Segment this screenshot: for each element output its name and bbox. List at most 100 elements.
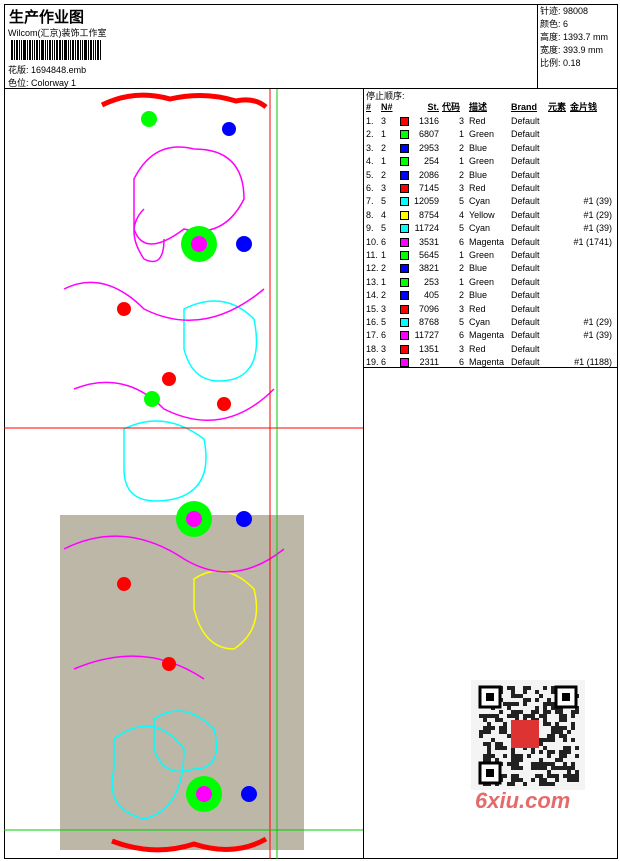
row-index: 19.	[366, 357, 379, 368]
color-swatch	[400, 237, 409, 247]
row-index: 11.	[366, 250, 378, 260]
brand: Default	[511, 303, 540, 314]
code: 3	[458, 303, 464, 314]
table-row: 2. 1 6807 1 Green Default	[364, 128, 618, 141]
colorway: 色位: Colorway 1	[8, 76, 76, 89]
stitches: 11727	[414, 330, 439, 341]
row-index: 3.	[366, 142, 374, 153]
needle: 4	[381, 209, 387, 220]
stitches: 11724	[414, 223, 439, 234]
col-header: St.	[427, 102, 439, 112]
row-index: 5.	[366, 169, 374, 180]
col-header: 金片钱	[570, 102, 598, 112]
table-row: 7. 5 12059 5 Cyan Default #1 (39)	[364, 195, 618, 208]
design-file-value: 1694848.emb	[31, 65, 87, 75]
brand: Default	[511, 343, 540, 354]
color-swatch	[400, 157, 409, 167]
sequin: #1 (39)	[583, 223, 612, 234]
needle: 5	[381, 223, 387, 234]
table-row: 4. 1 254 1 Green Default	[364, 155, 618, 168]
stitches: 2953	[418, 142, 439, 153]
description: Cyan	[469, 196, 491, 207]
barcode-bar	[32, 40, 33, 60]
needle: 5	[381, 317, 387, 327]
page-frame	[4, 4, 618, 859]
barcode-bar	[84, 40, 87, 60]
needle: 2	[381, 263, 387, 274]
barcode-bar	[19, 40, 20, 60]
barcode-bar	[36, 40, 38, 60]
brand: Default	[511, 169, 540, 180]
code: 2	[458, 142, 464, 153]
code: 3	[458, 116, 464, 126]
brand: Default	[511, 129, 540, 140]
color-swatch	[400, 224, 409, 234]
row-index: 16.	[366, 317, 379, 327]
row-index: 6.	[366, 183, 374, 193]
barcode	[11, 40, 121, 60]
table-row: 1. 3 1316 3 Red Default	[364, 115, 618, 128]
barcode-bar	[59, 40, 61, 60]
code: 1	[458, 129, 464, 140]
barcode-bar	[72, 40, 74, 60]
stitches: 2086	[418, 169, 439, 180]
stitches: 7145	[418, 183, 439, 193]
needle: 3	[381, 183, 387, 193]
needle: 6	[381, 236, 387, 247]
colorway-value: Colorway 1	[31, 78, 77, 88]
barcode-bar	[100, 40, 101, 60]
brand: Default	[511, 250, 540, 260]
brand: Default	[511, 236, 540, 247]
border-scallop-bottom	[111, 836, 268, 853]
barcode-bar	[11, 40, 13, 60]
code: 5	[458, 317, 464, 327]
needle: 6	[381, 357, 387, 368]
table-header: # N# St. 代码 描述 Brand 元素 金片钱	[364, 101, 618, 114]
code: 1	[458, 250, 464, 260]
barcode-bar	[70, 40, 71, 60]
brand: Default	[511, 290, 540, 301]
brand: Default	[511, 276, 540, 287]
needle: 6	[381, 330, 387, 341]
table-row: 13. 1 253 1 Green Default	[364, 276, 618, 289]
code: 4	[458, 209, 464, 220]
col-header: N#	[381, 102, 393, 112]
col-header: 描述	[469, 102, 488, 112]
stitches: 254	[423, 156, 439, 167]
code: 5	[458, 196, 464, 207]
table-row: 5. 2 2086 2 Blue Default	[364, 169, 618, 182]
code: 3	[458, 343, 464, 354]
description: Red	[469, 116, 486, 126]
stitches: 8754	[418, 209, 439, 220]
color-swatch	[400, 130, 409, 140]
description: Cyan	[469, 223, 491, 234]
color-swatch	[400, 117, 409, 126]
code: 6	[458, 357, 464, 368]
description: Red	[469, 303, 486, 314]
design-file-label: 花版:	[8, 65, 29, 75]
stitches: 3821	[418, 263, 439, 274]
barcode-bar	[93, 40, 94, 60]
barcode-bar	[82, 40, 83, 60]
description: Blue	[469, 263, 488, 274]
barcode-bar	[29, 40, 31, 60]
description: Red	[469, 183, 486, 193]
color-swatch	[400, 331, 409, 341]
color-swatch	[400, 358, 409, 368]
color-swatch	[400, 304, 409, 314]
stitches: 1351	[418, 343, 439, 354]
description: Magenta	[469, 357, 505, 368]
color-swatch	[400, 251, 409, 260]
stitches: 253	[423, 276, 439, 287]
table-row: 10. 6 3531 6 Magenta Default #1 (1741)	[364, 236, 618, 249]
brand: Default	[511, 156, 540, 167]
barcode-bar	[68, 40, 69, 60]
row-index: 12.	[366, 263, 379, 274]
table-row: 18. 3 1351 3 Red Default	[364, 343, 618, 356]
stitch-count: 针迹: 98008	[540, 6, 589, 16]
watermark: 6xiu.com	[475, 788, 571, 813]
barcode-bar	[88, 40, 89, 60]
row-index: 17.	[366, 330, 379, 341]
barcode-bar	[14, 40, 15, 60]
brand: Default	[511, 142, 540, 153]
